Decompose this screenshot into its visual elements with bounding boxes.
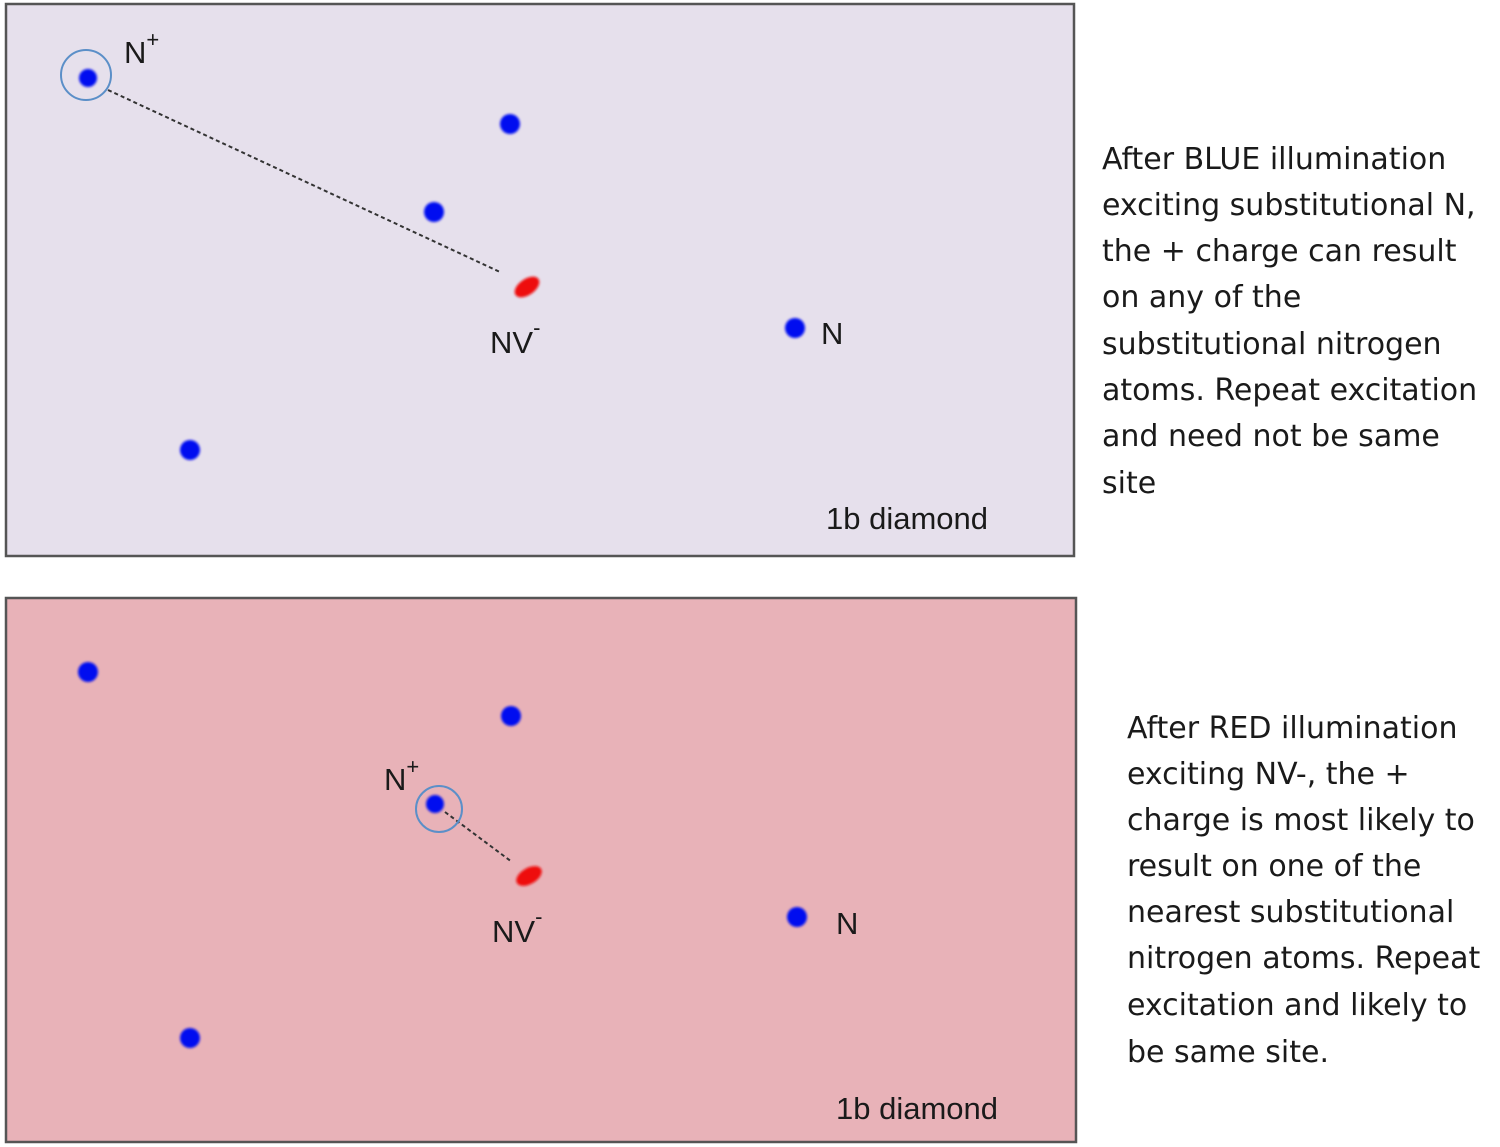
description-line: atoms. Repeat excitation bbox=[1102, 373, 1477, 408]
description-line: the + charge can result bbox=[1102, 234, 1457, 269]
description-line: After BLUE illumination bbox=[1102, 142, 1446, 177]
n-label: N bbox=[821, 316, 843, 351]
nv-defect bbox=[516, 866, 542, 886]
nitrogen-dot bbox=[500, 114, 520, 134]
nitrogen-dot bbox=[78, 662, 98, 682]
nv-minus-label: NV- bbox=[490, 315, 540, 360]
panel-caption: 1b diamond bbox=[826, 501, 988, 536]
description-line: site bbox=[1102, 466, 1156, 501]
description-line: be same site. bbox=[1127, 1035, 1329, 1070]
nv-defect bbox=[514, 276, 540, 298]
nitrogen-dot-n-plus bbox=[79, 69, 97, 87]
panel-background bbox=[4, 2, 1076, 558]
nitrogen-dot bbox=[785, 318, 805, 338]
panel-caption: 1b diamond bbox=[836, 1091, 998, 1126]
description-line: exciting substitutional N, bbox=[1102, 188, 1476, 223]
blue-description: After BLUE illumination exciting substit… bbox=[1102, 142, 1477, 501]
n-plus-ring bbox=[415, 785, 463, 833]
blue-illumination-panel: N+ NV- N 1b diamond bbox=[4, 2, 1076, 558]
n-plus-ring bbox=[60, 49, 112, 101]
description-line: exciting NV-, the + bbox=[1127, 757, 1410, 792]
nitrogen-dot-n-plus bbox=[426, 795, 444, 813]
nitrogen-dot bbox=[787, 907, 807, 927]
description-line: After RED illumination bbox=[1127, 711, 1457, 746]
description-line: result on one of the bbox=[1127, 849, 1421, 884]
n-plus-label: N+ bbox=[384, 754, 419, 797]
charge-transfer-line bbox=[107, 89, 501, 273]
description-line: on any of the bbox=[1102, 280, 1301, 315]
nv-minus-label: NV- bbox=[492, 904, 542, 949]
description-line: and need not be same bbox=[1102, 419, 1440, 454]
nitrogen-dot bbox=[424, 202, 444, 222]
red-description: After RED illumination exciting NV-, the… bbox=[1127, 711, 1480, 1070]
description-line: substitutional nitrogen bbox=[1102, 327, 1442, 362]
n-label: N bbox=[836, 906, 858, 941]
description-line: nitrogen atoms. Repeat bbox=[1127, 941, 1480, 976]
nitrogen-dot bbox=[501, 706, 521, 726]
nitrogen-dot bbox=[180, 440, 200, 460]
nitrogen-dot bbox=[180, 1028, 200, 1048]
description-line: charge is most likely to bbox=[1127, 803, 1475, 838]
description-line: excitation and likely to bbox=[1127, 988, 1467, 1023]
red-illumination-panel: N+ NV- N 1b diamond bbox=[4, 596, 1078, 1144]
description-line: nearest substitutional bbox=[1127, 895, 1454, 930]
n-plus-label: N+ bbox=[124, 27, 159, 70]
